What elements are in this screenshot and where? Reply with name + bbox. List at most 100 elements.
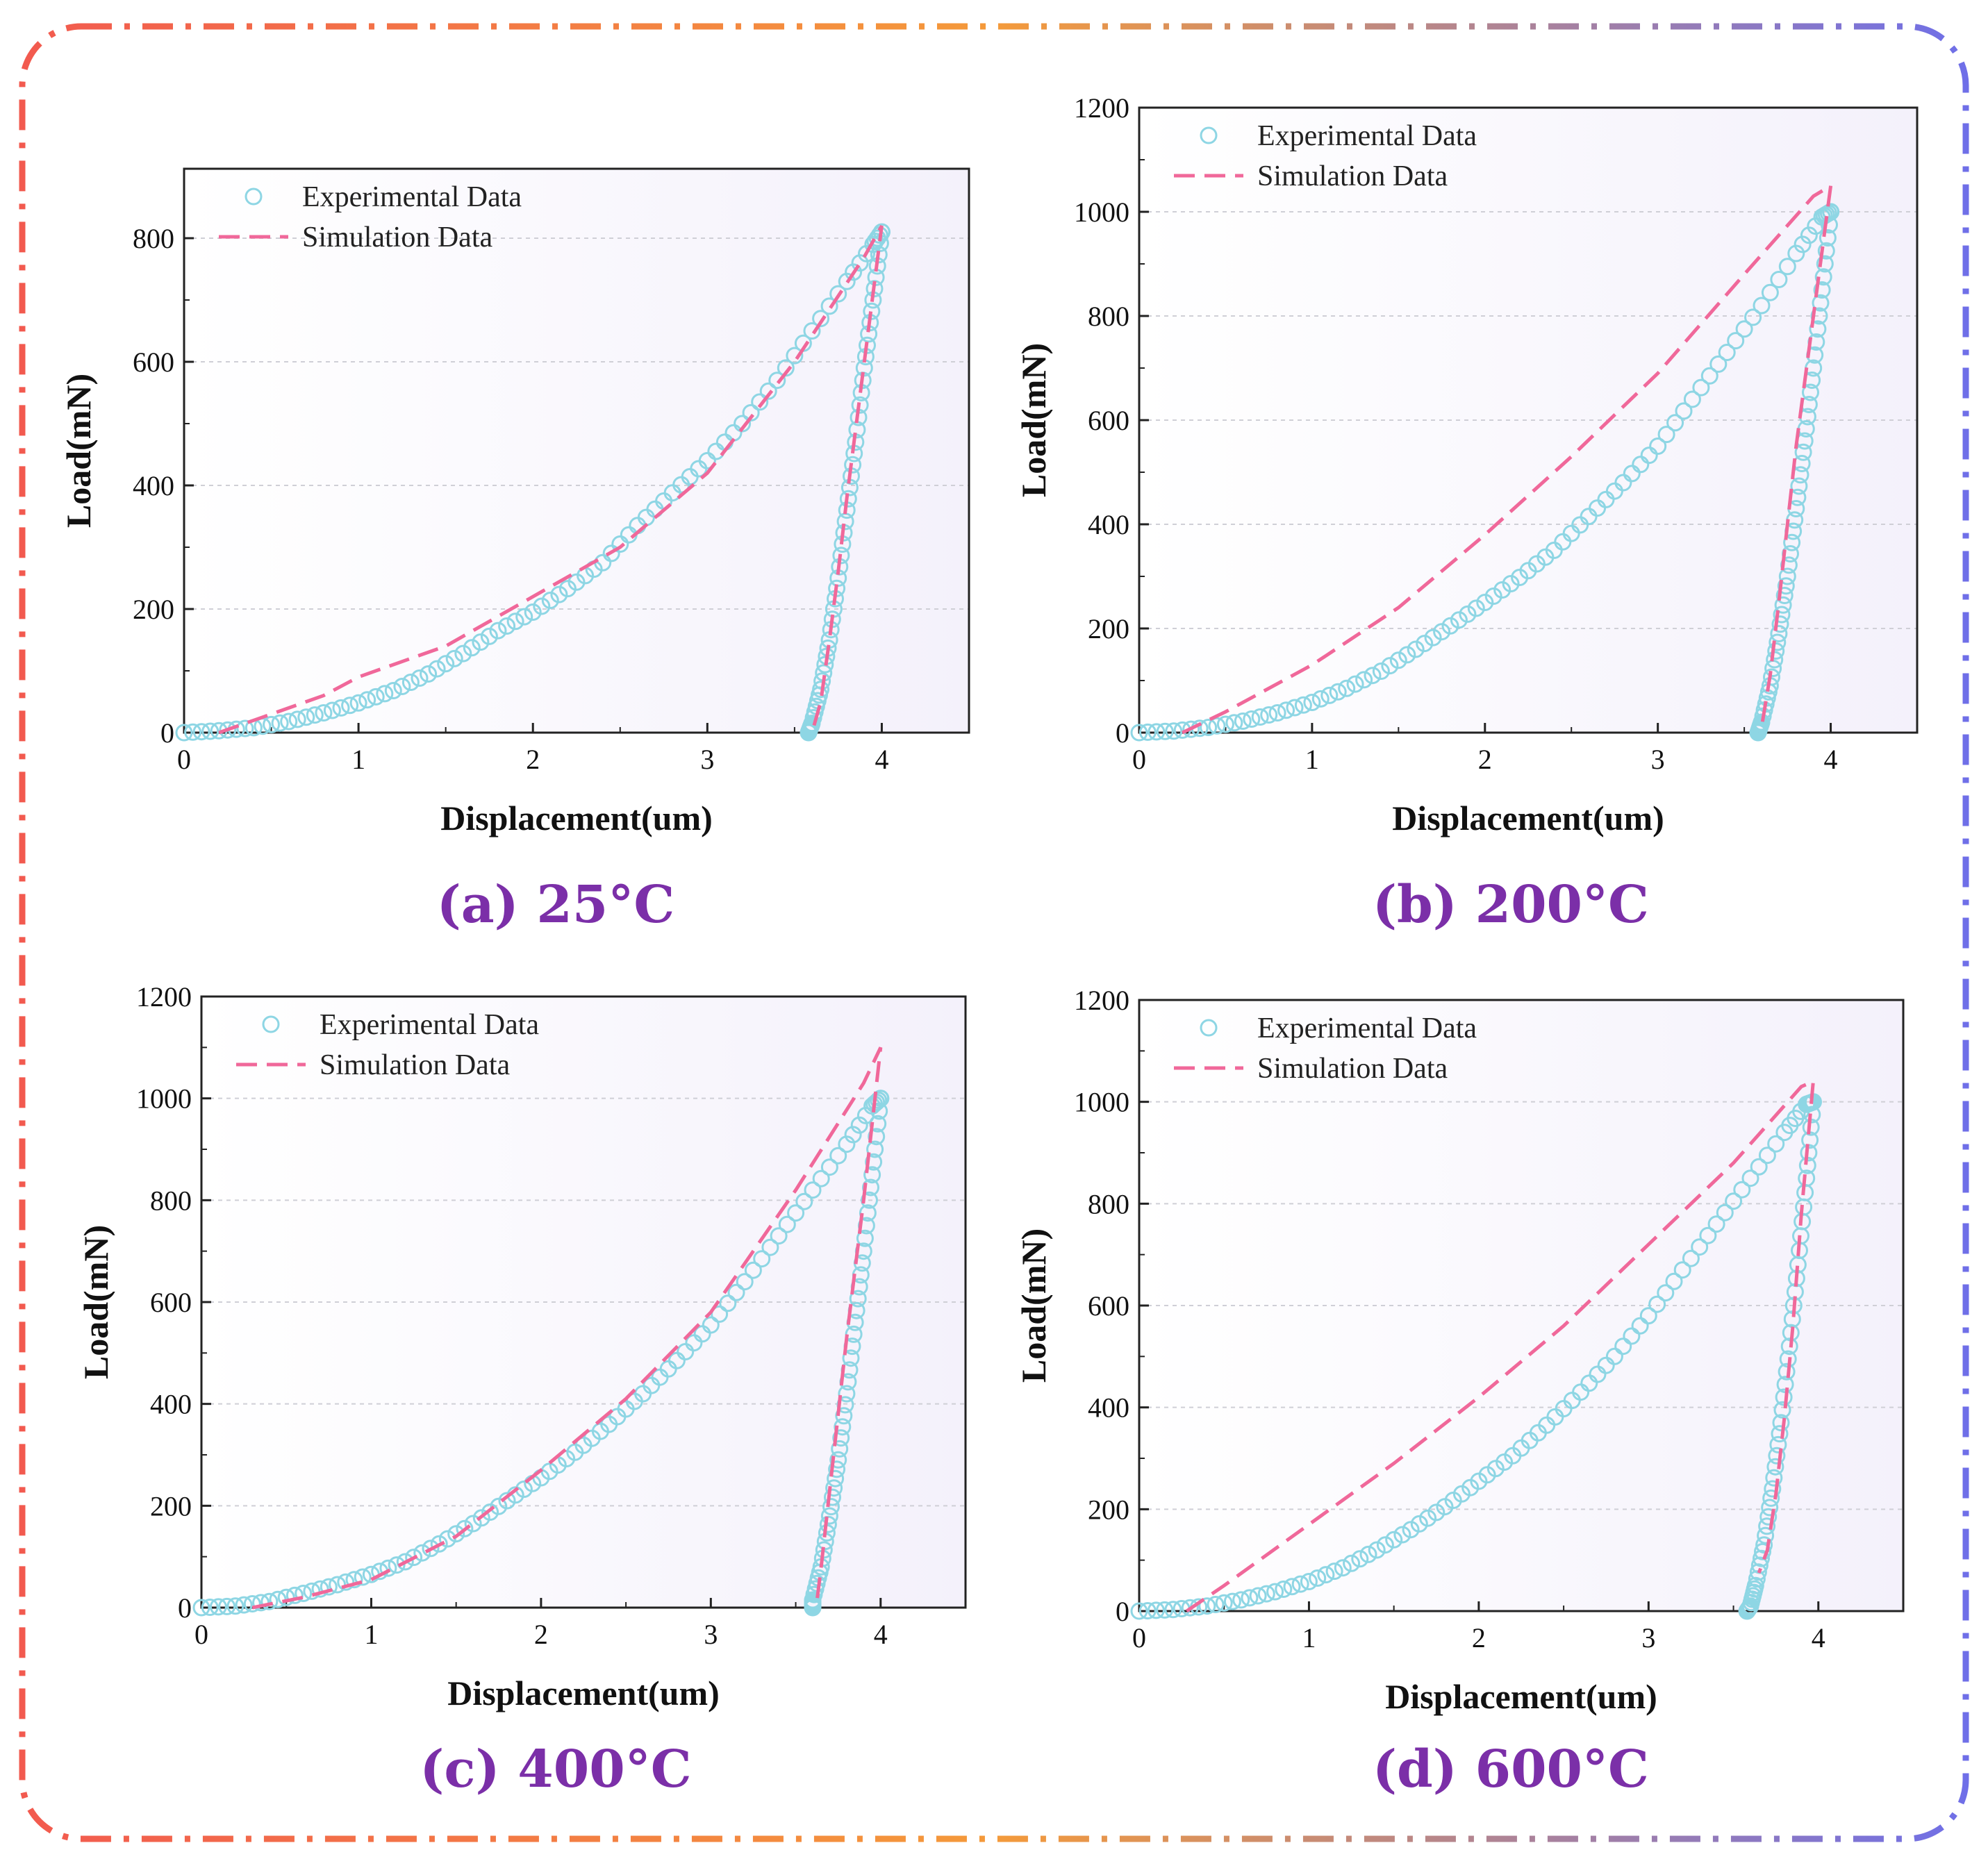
chart-d-point-11 [1223,1592,1241,1610]
chart-a-point-35 [480,627,498,645]
chart-b-point-56 [1614,474,1632,492]
chart-a-point-87 [870,246,888,264]
chart-c-point-94 [859,1204,877,1222]
chart-a-point-24 [384,682,402,699]
chart-b-point-27 [1364,667,1382,685]
chart-d-point-18 [1283,1578,1301,1596]
chart-b-point-88 [1817,242,1835,260]
chart-d-point-23 [1325,1562,1343,1581]
chart-d-point-3 [1156,1601,1174,1619]
chart-c-point-69 [778,1215,796,1233]
chart-b-point-57 [1623,465,1641,483]
chart-a-point-95 [859,336,876,354]
chart-c-xtick-label-1: 1 [364,1619,378,1650]
chart-b-ytick-label-6: 1200 [1074,92,1129,124]
chart-d-xtick-label-0: 0 [1132,1622,1146,1653]
chart-a-point-100 [851,396,869,414]
chart-c-point-85 [872,1090,890,1108]
chart-b-point-94 [1809,320,1827,338]
chart-b-point-99 [1802,383,1819,401]
chart-d-point-29 [1376,1536,1394,1554]
chart-b-point-16 [1268,704,1286,722]
chart-c-point-2 [209,1598,227,1616]
chart-c-point-1 [201,1599,219,1616]
chart-a-point-72 [803,322,821,340]
chart-c-ytick-label-6: 1200 [136,981,192,1012]
chart-a-point-68 [768,372,786,390]
chart-a-ylabel: Load(mN) [59,374,98,528]
chart-a-point-25 [393,678,411,695]
chart-b-legend-marker-experimental [1200,126,1218,144]
chart-a-point-90 [865,280,884,298]
chart-b-point-92 [1812,294,1830,312]
chart-c-point-23 [388,1556,406,1574]
chart-c-point-33 [472,1509,490,1527]
chart-b-point-68 [1718,344,1736,361]
chart-b-point-36 [1441,617,1459,635]
chart-b-point-14 [1251,708,1269,726]
chart-a-point-70 [786,347,804,365]
chart-d-ytick-label-1: 200 [1088,1494,1129,1525]
chart-a-point-21 [358,691,376,709]
chart-c-point-89 [866,1140,884,1158]
chart-c-point-17 [337,1573,355,1591]
chart-c-point-104 [845,1325,863,1343]
chart-b-point-123 [1767,642,1785,660]
chart-c-point-71 [795,1192,813,1210]
chart-b-legend-label-experimental: Experimental Data [1257,120,1477,152]
chart-d-plot-area [1139,1000,1903,1611]
chart-d-point-118 [1759,1508,1778,1526]
chart-c-point-31 [456,1519,474,1537]
chart-d-point-68 [1707,1215,1725,1233]
chart-d-point-75 [1767,1135,1785,1153]
chart-b-point-64 [1683,390,1701,408]
chart-panel-c: 0 200 400 600 800 1000 1200 0 1 2 3 4 Displacement(u… [76,981,967,1712]
chart-c-point-115 [829,1451,847,1469]
chart-d-point-28 [1368,1541,1386,1559]
chart-d-point-17 [1275,1581,1293,1598]
chart-c-point-73 [812,1169,830,1187]
chart-c-point-125 [815,1541,833,1559]
chart-b-point-32 [1407,640,1425,658]
chart-d-point-31 [1393,1526,1411,1544]
chart-a-point-139 [800,724,818,742]
chart-b-point-41 [1484,587,1502,605]
chart-c-point-139 [804,1599,822,1617]
chart-b-point-17 [1277,701,1295,719]
chart-d-point-30 [1385,1531,1403,1549]
chart-d-point-58 [1623,1327,1641,1345]
chart-c-legend-label-simulation: Simulation Data [320,1049,510,1081]
chart-c-xtick-label-2: 2 [534,1619,548,1650]
chart-b-point-26 [1355,671,1373,689]
chart-b-point-2 [1148,723,1166,741]
caption-a: (a) 25°C [436,875,675,935]
chart-a-point-85 [872,223,891,241]
chart-d-point-56 [1605,1347,1623,1365]
chart-d-point-20 [1300,1573,1318,1590]
chart-d-point-19 [1291,1575,1309,1593]
chart-a-ytick-label-0: 0 [160,717,174,749]
chart-b-point-90 [1814,268,1832,286]
chart-b-point-4 [1165,722,1183,740]
chart-d-point-70 [1725,1192,1743,1210]
chart-b-point-20 [1303,694,1321,711]
chart-b-point-40 [1476,594,1494,611]
chart-b-point-33 [1416,635,1434,653]
chart-a-point-3 [201,722,219,740]
chart-a-xtick-label-3: 3 [700,744,714,775]
chart-b-point-120 [1771,615,1789,633]
chart-d-point-103 [1780,1337,1798,1356]
chart-a-point-36 [489,622,507,640]
chart-d-point-69 [1716,1203,1734,1222]
chart-b-point-29 [1381,657,1399,675]
chart-b-point-38 [1459,605,1477,623]
chart-d-point-73 [1750,1158,1768,1176]
chart-b-point-107 [1790,477,1808,495]
chart-d-point-14 [1249,1587,1267,1605]
chart-a-point-40 [524,603,542,621]
chart-b-point-19 [1294,696,1312,714]
chart-b-point-115 [1778,567,1796,585]
chart-a-point-1 [184,723,202,741]
chart-b-point-93 [1810,307,1828,325]
